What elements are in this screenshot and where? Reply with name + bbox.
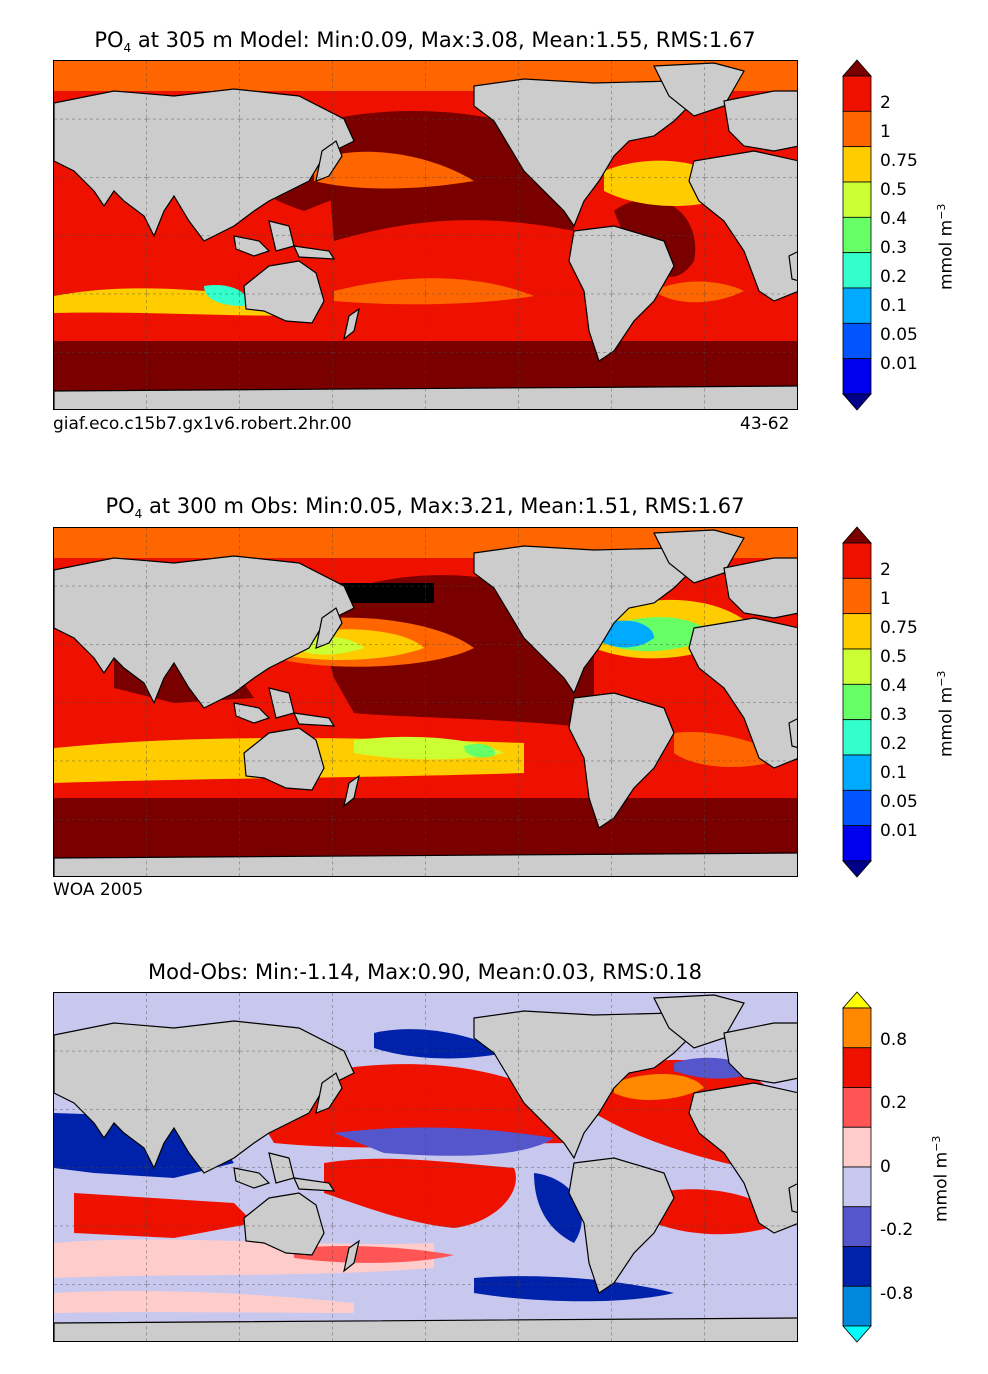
panel3-cb-label-3: -0.2 [880, 1220, 914, 1240]
panel1-cb-label-6: 0.2 [880, 267, 908, 287]
obs-map [53, 527, 798, 877]
model-map [53, 60, 798, 410]
panel3-colorbar [842, 991, 872, 1343]
panel1-footer-right: 43-62 [740, 414, 790, 434]
colorbar-swatch [842, 613, 872, 650]
colorbar-swatch [842, 287, 872, 324]
colorbar-swatch [842, 1246, 872, 1287]
colorbar-swatch [842, 1325, 872, 1343]
colorbar-swatch [842, 754, 872, 791]
panel1-footer-left: giaf.eco.c15b7.gx1v6.robert.2hr.00 [53, 414, 352, 434]
panel1-cb-label-0: 2 [880, 93, 891, 113]
panel1-title: PO4 at 305 m Model: Min:0.09, Max:3.08, … [94, 28, 756, 56]
panel2-cb-label-6: 0.2 [880, 734, 908, 754]
colorbar-swatch [842, 1126, 872, 1168]
panel2-title: PO4 at 300 m Obs: Min:0.05, Max:3.21, Me… [105, 494, 745, 522]
colorbar-swatch [842, 1047, 872, 1088]
panel2-cb-label-5: 0.3 [880, 705, 908, 725]
panel2-cb-label-1: 1 [880, 589, 891, 609]
panel3-cb-label-0: 0.8 [880, 1030, 908, 1050]
panel1-units: mmol m−3 [935, 203, 957, 290]
colorbar-swatch [842, 75, 872, 112]
colorbar-swatch [842, 991, 872, 1009]
colorbar-swatch [842, 683, 872, 721]
panel1-cb-label-3: 0.5 [880, 180, 908, 200]
panel1-cb-label-8: 0.05 [880, 325, 918, 345]
colorbar-swatch [842, 59, 872, 77]
colorbar-swatch [842, 358, 872, 395]
panel1-cb-label-1: 1 [880, 122, 891, 142]
colorbar-swatch [842, 1206, 872, 1247]
panel2-cb-label-2: 0.75 [880, 618, 918, 638]
panel1-cb-label-5: 0.3 [880, 238, 908, 258]
colorbar-swatch [842, 577, 872, 615]
panel2-cb-label-3: 0.5 [880, 647, 908, 667]
panel1-cb-label-7: 0.1 [880, 296, 908, 316]
panel3-cb-label-1: 0.2 [880, 1093, 908, 1113]
panel2-units: mmol m−3 [935, 670, 957, 757]
colorbar-swatch [842, 146, 872, 183]
panel3-units: mmol m−3 [930, 1135, 952, 1222]
colorbar-swatch [842, 648, 872, 685]
panel1-cb-label-2: 0.75 [880, 151, 918, 171]
colorbar-swatch [842, 1285, 872, 1327]
colorbar-swatch [842, 825, 872, 862]
colorbar-swatch [842, 181, 872, 218]
colorbar-swatch [842, 1007, 872, 1049]
colorbar-swatch [842, 542, 872, 579]
panel2-footer-left: WOA 2005 [53, 880, 144, 900]
colorbar-swatch [842, 789, 872, 827]
panel2-cb-label-0: 2 [880, 560, 891, 580]
panel2-cb-label-8: 0.05 [880, 792, 918, 812]
panel1-cb-label-4: 0.4 [880, 209, 908, 229]
difference-map [53, 992, 798, 1342]
colorbar-swatch [842, 1087, 872, 1128]
panel2-cb-label-7: 0.1 [880, 763, 908, 783]
panel2-cb-label-9: 0.01 [880, 821, 918, 841]
panel2-colorbar [842, 526, 872, 878]
panel3-title: Mod-Obs: Min:-1.14, Max:0.90, Mean:0.03,… [148, 960, 702, 984]
panel3-cb-label-4: -0.8 [880, 1284, 914, 1304]
colorbar-swatch [842, 393, 872, 411]
panel3-cb-label-2: 0 [880, 1157, 891, 1177]
panel1-cb-label-9: 0.01 [880, 354, 918, 374]
colorbar-swatch [842, 110, 872, 148]
panel1-colorbar [842, 59, 872, 411]
panel2-cb-label-4: 0.4 [880, 676, 908, 696]
colorbar-swatch [842, 860, 872, 878]
colorbar-swatch [842, 719, 872, 756]
colorbar-swatch [842, 1166, 872, 1208]
colorbar-swatch [842, 252, 872, 289]
colorbar-swatch [842, 216, 872, 254]
colorbar-swatch [842, 322, 872, 360]
colorbar-swatch [842, 526, 872, 544]
